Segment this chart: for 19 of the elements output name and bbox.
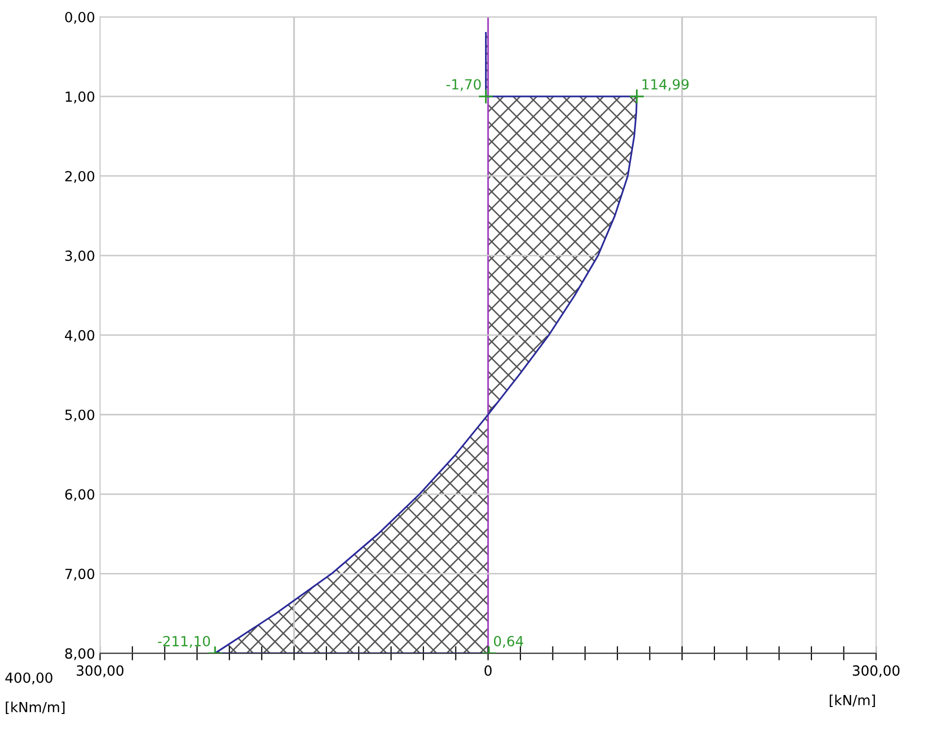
y-tick-label: 6,00	[65, 489, 94, 502]
annotation: -211,10	[158, 636, 210, 648]
y-tick-label: 5,00	[65, 410, 94, 422]
x-axis-title: [kN/m]	[830, 694, 875, 708]
y-tick-label: 7,00	[65, 568, 94, 581]
x-tick-label: 300,00	[76, 665, 124, 678]
text: 400,00	[5, 672, 52, 684]
y-tick-label: 8,00	[65, 648, 94, 660]
y-tick-label: 3,00	[65, 250, 94, 262]
y-tick-label: 1,00	[66, 91, 94, 104]
annotation: 0,64	[494, 636, 524, 648]
annotation: 114,99	[642, 79, 689, 91]
annotation: -1,70	[446, 79, 481, 91]
y-tick-label: 0,00	[65, 12, 94, 24]
x-tick-label: 0	[484, 665, 492, 676]
x-tick-label: 300,00	[852, 665, 900, 678]
y-tick-label: 4,00	[64, 330, 94, 342]
y-tick-label: 2,00	[65, 170, 94, 183]
text: [kNm/m]	[6, 702, 64, 714]
